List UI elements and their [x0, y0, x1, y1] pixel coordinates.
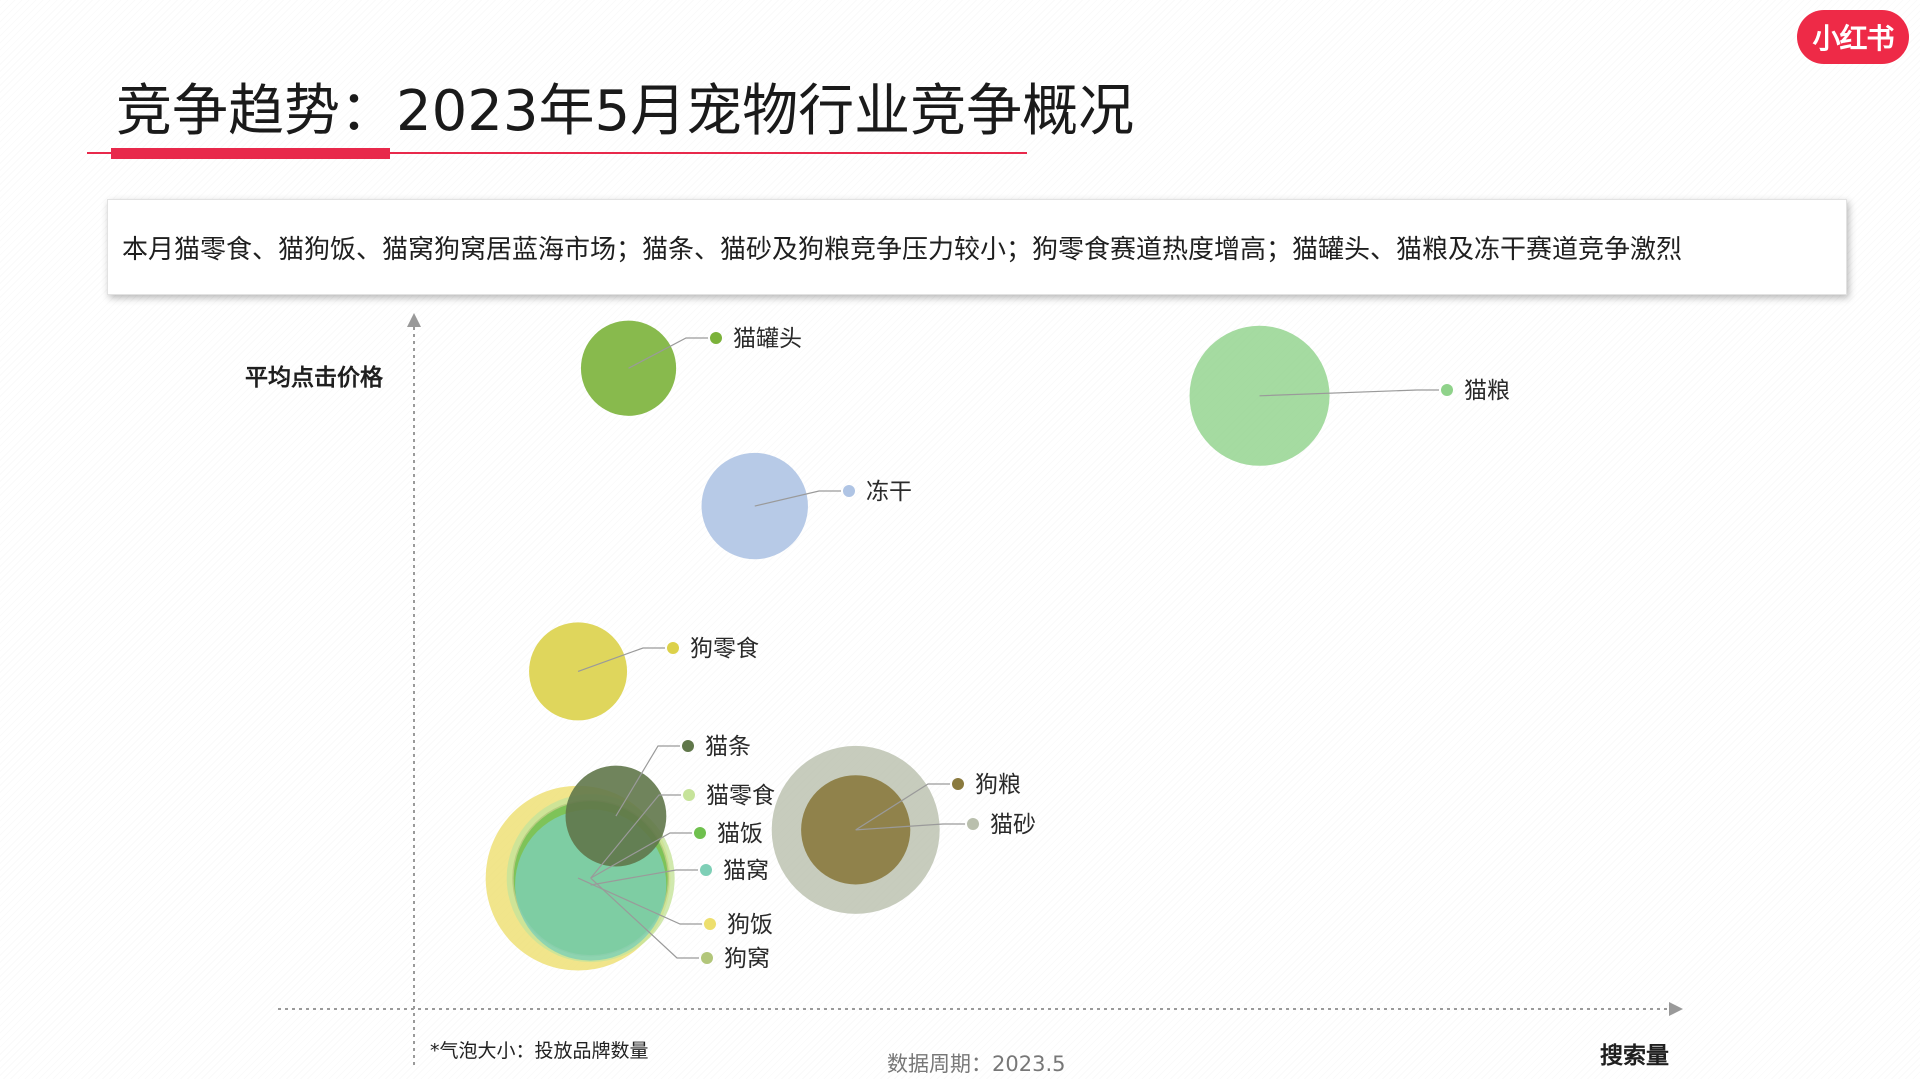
- leader-line-猫粮: [1259, 389, 1439, 397]
- leader-line-狗窝: [590, 877, 699, 959]
- legend-dot-猫饭: [694, 827, 706, 839]
- leader-line-猫砂: [855, 823, 965, 831]
- leader-line-冻干: [754, 490, 841, 507]
- x-axis-label: 搜索量: [1600, 1043, 1669, 1069]
- legend-dot-冻干: [843, 485, 855, 497]
- leader-line-猫饭: [590, 832, 692, 879]
- data-period: 数据周期：2023.5: [887, 1052, 1066, 1076]
- data-label-猫饭: 猫饭: [717, 821, 763, 847]
- data-label-猫罐头: 猫罐头: [733, 326, 802, 352]
- summary-text: 本月猫零食、猫狗饭、猫窝狗窝居蓝海市场；猫条、猫砂及狗粮竞争压力较小；狗零食赛道…: [122, 234, 1683, 265]
- legend-dot-猫砂: [967, 818, 979, 830]
- data-label-猫粮: 猫粮: [1464, 378, 1510, 404]
- leader-lines-layer: [577, 337, 1439, 959]
- legend-dot-猫条: [682, 740, 694, 752]
- leader-line-狗饭: [577, 877, 702, 925]
- title-underline: [87, 152, 1027, 154]
- data-label-狗粮: 狗粮: [975, 772, 1021, 798]
- page-title: 竞争趋势：2023年5月宠物行业竞争概况: [116, 79, 1135, 144]
- legend-dot-狗窝: [701, 952, 713, 964]
- leader-line-猫窝: [590, 869, 698, 886]
- data-label-猫窝: 猫窝: [723, 858, 769, 884]
- data-label-猫条: 猫条: [705, 734, 751, 760]
- y-axis-label: 平均点击价格: [245, 365, 383, 391]
- data-label-冻干: 冻干: [866, 479, 912, 505]
- legend-dot-狗粮: [952, 778, 964, 790]
- title-accent-bar: [111, 148, 390, 159]
- legend-dot-猫罐头: [710, 332, 722, 344]
- leader-line-狗粮: [855, 783, 950, 831]
- data-label-狗零食: 狗零食: [690, 636, 759, 662]
- logo-text: 小红书: [1812, 22, 1894, 55]
- leader-line-猫条: [615, 745, 680, 817]
- legend-dot-猫窝: [700, 864, 712, 876]
- legend-dot-狗零食: [667, 642, 679, 654]
- xiaohongshu-logo: 小红书: [1797, 10, 1909, 64]
- legend-dot-猫粮: [1441, 384, 1453, 396]
- data-label-狗饭: 狗饭: [727, 912, 773, 938]
- bubble-size-note: *气泡大小：投放品牌数量: [430, 1040, 649, 1062]
- leader-line-狗零食: [577, 647, 665, 672]
- summary-box: 本月猫零食、猫狗饭、猫窝狗窝居蓝海市场；猫条、猫砂及狗粮竞争压力较小；狗零食赛道…: [107, 199, 1847, 295]
- leader-line-猫罐头: [628, 337, 708, 369]
- legend-dot-猫零食: [683, 789, 695, 801]
- data-label-狗窝: 狗窝: [724, 946, 770, 972]
- data-label-猫砂: 猫砂: [990, 812, 1036, 838]
- data-label-猫零食: 猫零食: [706, 783, 775, 809]
- legend-dot-狗饭: [704, 918, 716, 930]
- leader-line-猫零食: [590, 794, 681, 879]
- bubbles-layer: [485, 320, 1330, 971]
